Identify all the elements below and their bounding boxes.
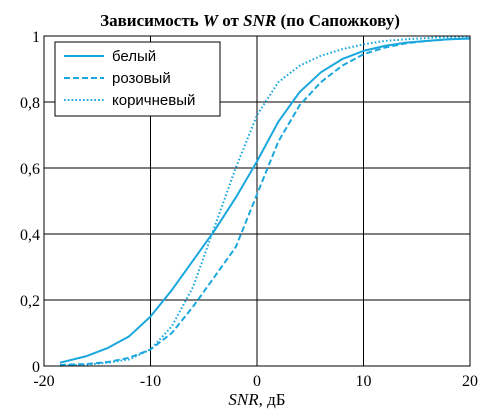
legend-label-2: розовый: [112, 70, 171, 87]
legend: белый розовый коричневый: [54, 41, 221, 117]
x-axis-label: SNR, дБ: [228, 390, 285, 409]
y-tick-label: 0,4: [20, 227, 40, 244]
plot-frame: [43, 35, 471, 367]
y-tick-label: 0,2: [20, 293, 40, 310]
series-line-2: [59, 37, 471, 366]
title-w: W: [203, 11, 220, 30]
curves: [59, 35, 471, 367]
y-tick-label: 1: [32, 29, 40, 46]
y-tick-label: 0,6: [20, 161, 40, 178]
title-snr: SNR: [243, 11, 276, 30]
title-prefix: Зависимость: [100, 11, 203, 30]
y-tick-label: 0,8: [20, 95, 40, 112]
title-suffix: (по Сапожкову): [276, 11, 400, 30]
x-tick-label: -20: [33, 373, 54, 390]
legend-label-1: белый: [112, 48, 156, 65]
legend-label-3: коричневый: [112, 92, 195, 109]
x-axis-var: SNR: [228, 390, 259, 409]
title-mid: от: [218, 11, 243, 30]
x-tick-label: 20: [462, 373, 478, 390]
x-tick-label: 10: [356, 373, 372, 390]
x-tick-label: 0: [253, 373, 261, 390]
x-axis-unit: , дБ: [259, 390, 286, 409]
x-tick-label: -10: [140, 373, 161, 390]
series-line-3: [59, 35, 471, 367]
y-tick-label: 0: [32, 359, 40, 376]
tick-labels: -20 -10 0 10 20 0 0,2 0,4 0,6 0,8 1: [20, 29, 478, 390]
chart-title: Зависимость W от SNR (по Сапожкову): [100, 11, 400, 30]
